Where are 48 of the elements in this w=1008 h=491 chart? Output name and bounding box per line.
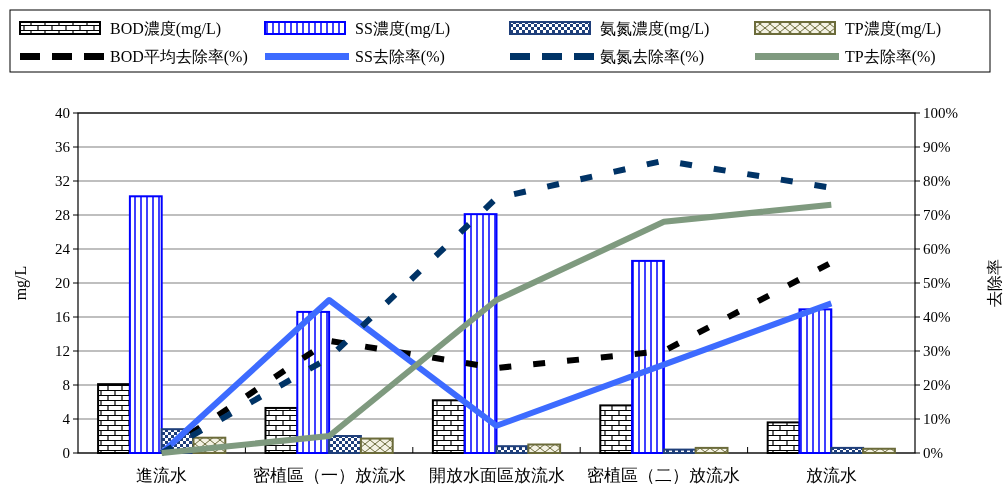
y-tick-label: 0 bbox=[62, 445, 70, 461]
legend-label: 氨氮濃度(mg/L) bbox=[600, 20, 710, 38]
bar bbox=[527, 443, 562, 454]
x-tick-label: 密植區（二）放流水 bbox=[587, 466, 741, 485]
bar bbox=[830, 446, 865, 454]
bar bbox=[495, 445, 530, 454]
y-tick-label: 28 bbox=[55, 207, 70, 223]
y-tick-label: 8 bbox=[62, 377, 70, 393]
y2-axis-title: 去除率 bbox=[986, 259, 1003, 307]
y2-tick-label: 20% bbox=[923, 377, 951, 393]
bar bbox=[631, 259, 665, 454]
y2-tick-label: 70% bbox=[923, 207, 951, 223]
y2-tick-label: 80% bbox=[923, 173, 951, 189]
legend-label: SS去除率(%) bbox=[355, 48, 445, 66]
legend-label: BOD濃度(mg/L) bbox=[110, 20, 222, 38]
x-tick-label: 進流水 bbox=[136, 466, 188, 485]
y-tick-label: 40 bbox=[55, 105, 70, 121]
bar bbox=[798, 308, 833, 454]
y2-tick-label: 10% bbox=[923, 411, 951, 427]
y-tick-label: 36 bbox=[55, 139, 71, 155]
y-tick-label: 24 bbox=[55, 241, 71, 257]
y-tick-label: 16 bbox=[55, 309, 71, 325]
bar bbox=[862, 447, 896, 454]
y-tick-label: 12 bbox=[55, 343, 70, 359]
legend-label: BOD平均去除率(%) bbox=[110, 48, 248, 66]
legend-label: TP濃度(mg/L) bbox=[845, 20, 941, 38]
y2-tick-label: 40% bbox=[923, 309, 951, 325]
y-tick-label: 32 bbox=[55, 173, 70, 189]
bar bbox=[463, 213, 498, 454]
bar bbox=[694, 446, 729, 454]
y2-tick-label: 0% bbox=[923, 445, 943, 461]
x-tick-label: 密植區（一）放流水 bbox=[252, 466, 406, 485]
y2-tick-label: 90% bbox=[923, 139, 951, 155]
y2-tick-label: 60% bbox=[923, 241, 951, 257]
y2-tick-label: 100% bbox=[923, 105, 958, 121]
bar bbox=[328, 435, 362, 454]
y-tick-label: 20 bbox=[55, 275, 70, 291]
y2-tick-label: 30% bbox=[923, 343, 951, 359]
legend-label: 氨氮去除率(%) bbox=[600, 48, 704, 66]
y-tick-label: 4 bbox=[62, 411, 71, 427]
bar bbox=[359, 437, 394, 454]
y-axis-title: mg/L bbox=[12, 265, 30, 301]
y2-tick-label: 50% bbox=[923, 275, 951, 291]
x-tick-label: 開放水面區放流水 bbox=[428, 466, 565, 485]
bar bbox=[128, 195, 163, 454]
x-tick-label: 放流水 bbox=[805, 466, 857, 485]
legend-label: TP去除率(%) bbox=[845, 48, 936, 66]
legend-label: SS濃度(mg/L) bbox=[355, 20, 451, 38]
